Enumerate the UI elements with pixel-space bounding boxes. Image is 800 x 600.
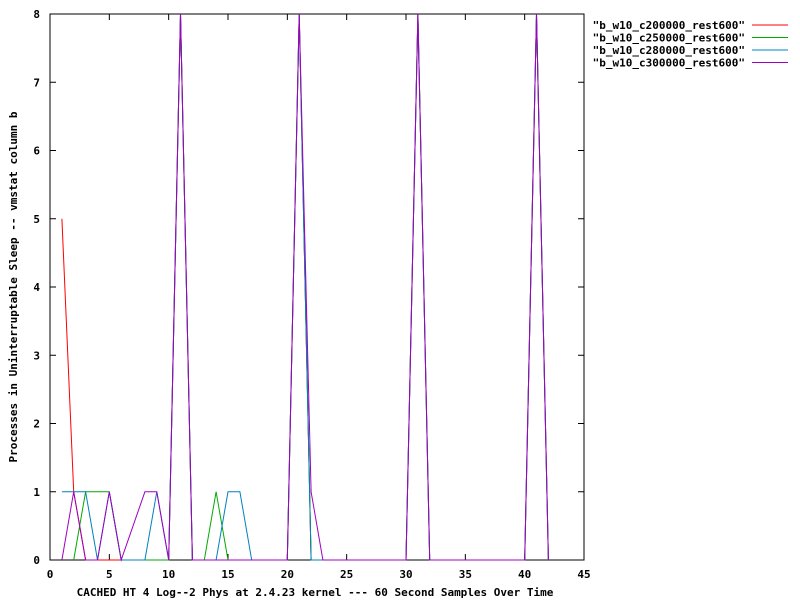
y-tick-label: 4	[33, 281, 40, 294]
x-tick-label: 20	[281, 568, 294, 581]
series-lines	[61, 13, 549, 562]
legend-label: "b_w10_c300000_rest600"	[593, 57, 745, 70]
legend: "b_w10_c200000_rest600""b_w10_c250000_re…	[593, 19, 788, 70]
y-tick-label: 0	[33, 554, 40, 567]
x-tick-label: 10	[162, 568, 175, 581]
y-tick-label: 5	[33, 213, 40, 226]
y-tick-label: 6	[33, 145, 40, 158]
x-tick-label: 15	[221, 568, 234, 581]
series-line-4	[61, 13, 549, 562]
y-axis-label: Processes in Uninterruptable Sleep -- vm…	[7, 111, 20, 462]
x-axis-label: CACHED HT 4 Log--2 Phys at 2.4.23 kernel…	[77, 586, 554, 599]
x-tick-label: 0	[47, 568, 54, 581]
legend-label: "b_w10_c280000_rest600"	[593, 44, 745, 57]
y-tick-label: 2	[33, 418, 40, 431]
y-tick-label: 1	[33, 486, 40, 499]
x-tick-label: 5	[106, 568, 113, 581]
x-tick-label: 25	[340, 568, 353, 581]
legend-label: "b_w10_c250000_rest600"	[593, 32, 745, 45]
series-line-3	[61, 13, 549, 561]
x-tick-label: 35	[459, 568, 472, 581]
plot-frame	[49, 13, 585, 561]
legend-label: "b_w10_c200000_rest600"	[593, 19, 745, 32]
x-tick-label: 40	[518, 568, 531, 581]
y-tick-label: 3	[33, 349, 40, 362]
y-tick-label: 7	[33, 76, 40, 89]
x-tick-label: 45	[577, 568, 590, 581]
y-tick-label: 8	[33, 8, 40, 21]
x-tick-label: 30	[399, 568, 412, 581]
